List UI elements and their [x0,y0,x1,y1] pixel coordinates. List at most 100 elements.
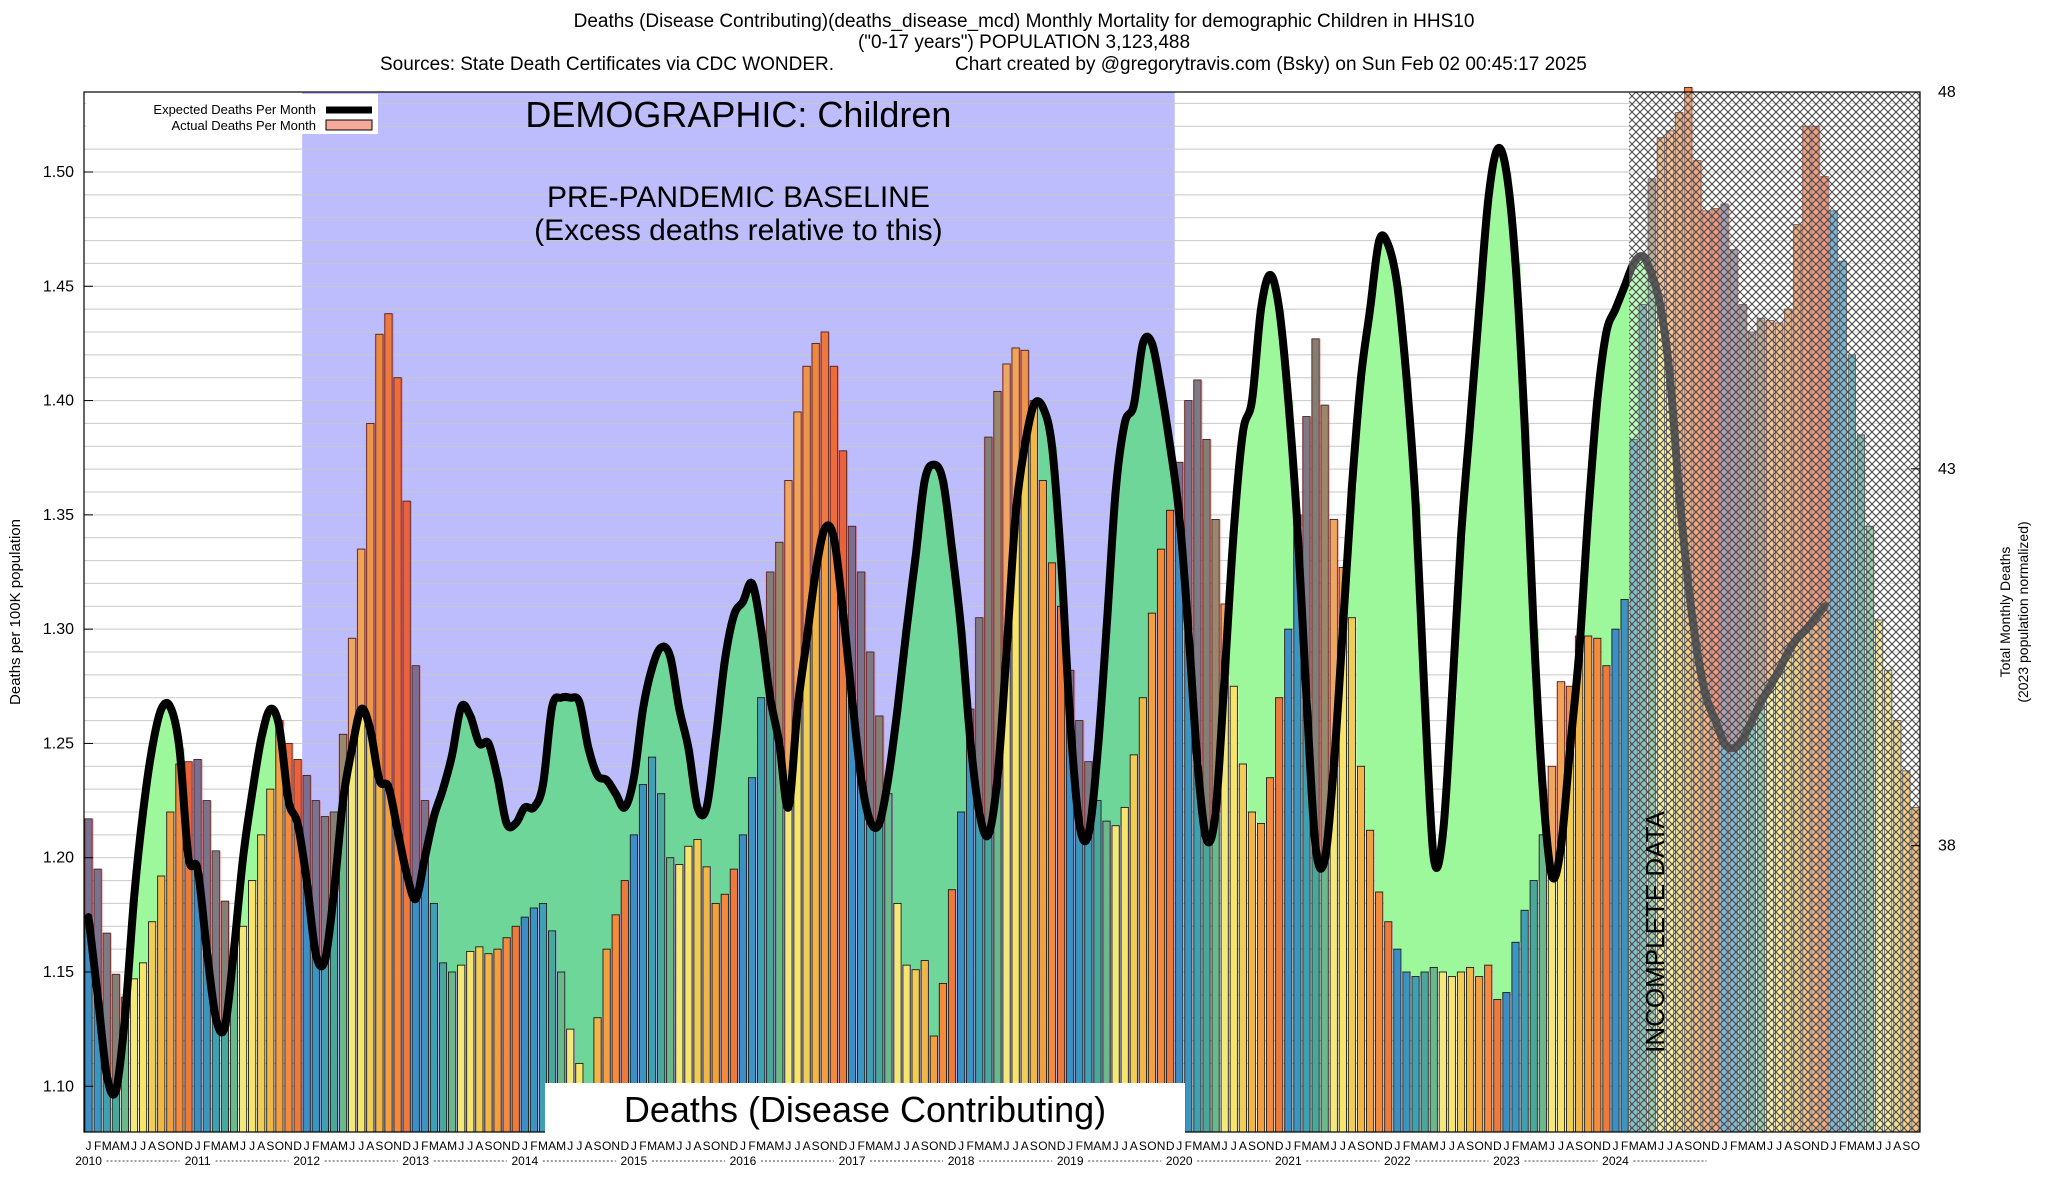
excess-area [211,850,221,1018]
x-month-label: J [904,1139,910,1153]
actual-bar [1593,637,1602,1133]
actual-bar [747,777,757,1133]
deficit-area [1038,407,1049,481]
y-tick-label: 1.30 [43,621,74,638]
legend-expected-label: Expected Deaths Per Month [153,102,316,117]
x-month-label: F [748,1139,755,1153]
x-month-label: D [184,1139,193,1153]
deficit-area [429,816,440,904]
x-month-label: F [1185,1139,1192,1153]
x-month-label: O [1475,1139,1484,1153]
x-month-label: A [1021,1139,1029,1153]
excess-area [811,343,821,572]
actual-bar [1466,966,1475,1133]
x-month-label: O [1147,1139,1156,1153]
deficit-area [1583,514,1594,636]
excess-area [193,759,203,870]
x-year-label: 2014 [511,1154,538,1168]
deficit-area [1465,423,1476,968]
x-month-label: O [493,1139,502,1153]
x-month-label: M [320,1139,330,1153]
x-month-label: J [458,1139,464,1153]
chart-credit: Chart created by @gregorytravis.com (Bsk… [955,54,1587,75]
y-tick-label: 1.35 [43,507,74,524]
y-axis-label: Deaths per 100K population [7,519,24,705]
deficit-area [438,789,449,963]
deficit-area [547,706,558,931]
x-month-label: J [794,1139,800,1153]
x-month-label: S [594,1139,602,1153]
x-month-label: O [1256,1139,1265,1153]
x-month-label: F [1730,1139,1737,1153]
x-month-label: M [338,1139,348,1153]
x-month-label: M [1083,1139,1093,1153]
excess-area [1320,405,1330,860]
deficit-area [1429,857,1439,968]
excess-area [783,480,794,808]
x-month-label: D [1384,1139,1393,1153]
x-month-label: D [1166,1139,1175,1153]
x-month-label: D [1820,1139,1829,1153]
deficit-area [1374,240,1385,893]
x-month-label: O [820,1139,829,1153]
x-month-label: J [1658,1139,1664,1153]
excess-area [402,501,412,874]
deficit-area [493,777,503,950]
deficit-area [1447,697,1458,977]
actual-bar [1247,811,1257,1133]
x-month-label: D [511,1139,520,1153]
deficit-area [1138,343,1149,698]
x-month-label: S [1466,1139,1474,1153]
x-month-label: M [1211,1139,1221,1153]
x-month-label: J [1067,1139,1073,1153]
x-year-label: 2023 [1493,1154,1520,1168]
x-month-label: S [703,1139,711,1153]
excess-area [1083,761,1094,835]
x-month-label: O [1584,1139,1593,1153]
x-month-label: J [1876,1139,1882,1153]
x-month-label: M [883,1139,893,1153]
actual-bar [275,720,284,1133]
deficit-area [738,601,749,835]
actual-bar [1611,628,1620,1133]
deficit-area [574,702,585,1064]
actual-bar [157,875,166,1133]
excess-area [411,665,421,899]
actual-bar [884,793,893,1133]
x-month-label: N [830,1139,839,1153]
y-tick-label: 1.45 [43,278,74,295]
x-month-label: N [611,1139,620,1153]
excess-area [202,800,212,950]
excess-area [1192,380,1203,762]
actual-bar [248,880,257,1133]
expected-line [84,144,1829,1099]
x-year-label: 2019 [1057,1154,1084,1168]
excess-area [356,549,367,710]
x-year-label: 2017 [839,1154,866,1168]
x-month-label: J [631,1139,637,1153]
excess-area [1011,348,1021,515]
deficit-area [1111,492,1121,826]
x-month-label: J [1549,1139,1555,1153]
excess-area [393,377,403,831]
excess-area [1547,766,1558,876]
actual-bar [1138,697,1147,1133]
deficit-area [565,697,576,1030]
x-month-label: J [1667,1139,1673,1153]
x-month-label: S [1575,1139,1583,1153]
deficit-area [665,656,676,858]
baseline-title: PRE-PANDEMIC BASELINE [547,181,930,214]
x-month-label: O [1365,1139,1374,1153]
x-month-label: J [1340,1139,1346,1153]
x-month-label: M [1647,1139,1657,1153]
x-month-label: M [974,1139,984,1153]
x-month-label: A [766,1139,774,1153]
x-month-label: J [676,1139,682,1153]
x-month-label: J [1722,1139,1728,1153]
x-month-label: O [711,1139,720,1153]
x-month-label: A [584,1139,592,1153]
x-month-label: N [1593,1139,1602,1153]
x-month-label: A [1239,1139,1247,1153]
x-month-label: M [1411,1139,1421,1153]
actual-bar [1038,480,1047,1133]
